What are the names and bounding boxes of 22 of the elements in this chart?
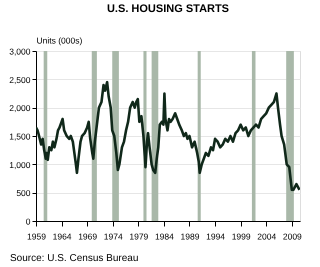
x-tick-label: 1959 [27,232,46,242]
x-tick-label: 1979 [129,232,149,242]
y-tick-label: 1,500 [9,132,31,142]
x-tick-label: 2009 [282,232,302,242]
y-tick-label: 500 [16,188,31,198]
x-tick-label: 1969 [78,232,98,242]
line-series [36,80,300,192]
source-note: Source: U.S. Census Bureau [10,253,138,264]
y-tick-label: 3,000 [9,46,31,56]
y-tick-label: 2,000 [9,103,31,114]
x-tick-label: 1999 [232,232,251,242]
y-tick-label: 2,500 [9,74,31,85]
chart-title: U.S. HOUSING STARTS [106,3,230,15]
x-tick-label: 1989 [180,232,200,242]
y-axis-title: Units (000s) [36,36,82,46]
x-tick-label: 1994 [206,232,226,242]
y-tick-label: 0 [26,216,31,226]
x-tick-label: 2004 [257,232,276,242]
x-tick-label: 1984 [154,232,174,242]
x-tick-label: 1964 [52,232,72,242]
y-tick-label: 1,000 [9,160,31,170]
x-tick-label: 1974 [104,232,123,242]
